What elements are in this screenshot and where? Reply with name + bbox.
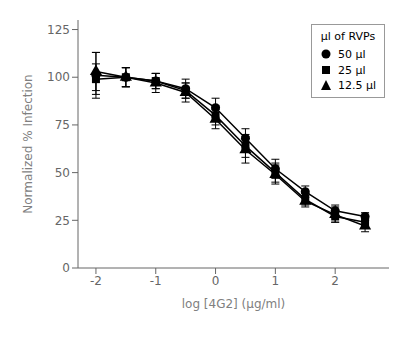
- svg-text:1: 1: [272, 274, 280, 288]
- svg-text:75: 75: [55, 118, 70, 132]
- html-text:μl of RVPs: μl of RVPs: [320, 30, 376, 43]
- svg-text:25: 25: [55, 214, 70, 228]
- html-text:12.5 μl: 12.5 μl: [338, 78, 376, 92]
- html-text:25 μl: 25 μl: [338, 63, 366, 76]
- svg-text:2: 2: [331, 274, 339, 288]
- svg-text:Normalized % Infection: Normalized % Infection: [21, 74, 35, 213]
- svg-text:50: 50: [55, 166, 70, 180]
- svg-text:100: 100: [47, 70, 70, 84]
- svg-text:-1: -1: [150, 274, 162, 288]
- html-text:50 μl: 50 μl: [338, 47, 366, 61]
- svg-text:0: 0: [62, 261, 70, 275]
- svg-text:0: 0: [212, 274, 220, 288]
- svg-text:-2: -2: [90, 274, 102, 288]
- svg-text:125: 125: [47, 23, 70, 37]
- svg-text:log [4G2] (μg/ml): log [4G2] (μg/ml): [182, 297, 286, 311]
